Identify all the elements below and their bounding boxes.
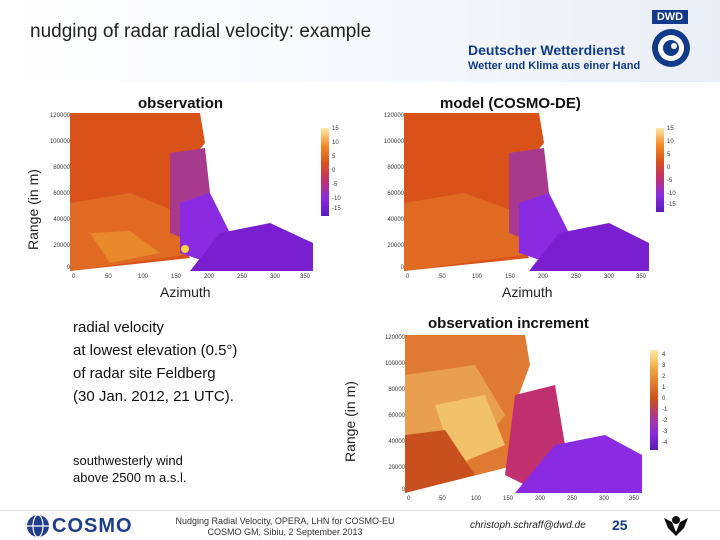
increment-colorbar (650, 350, 658, 450)
page-number: 25 (612, 517, 628, 533)
observation-colorbar-ticks: 15 10 5 0 -5 -10 -15 (332, 126, 341, 212)
cosmo-globe-icon (27, 514, 49, 538)
footer-citation: Nudging Radial Velocity, OPERA, LHN for … (175, 516, 395, 537)
increment-y-ticks: 120000 100000 80000 60000 40000 20000 0 (384, 335, 405, 493)
model-y-ticks: 120000 100000 80000 60000 40000 20000 0 (383, 113, 404, 271)
dwd-logo: DWD Deutscher Wetterdienst Wetter und Kl… (462, 8, 712, 74)
observation-label: observation (138, 95, 224, 112)
y-axis-label-observation: Range (in m) (25, 169, 41, 250)
x-axis-label-observation: Azimuth (160, 284, 211, 300)
model-x-ticks: 0 50 100 150 200 250 300 350 (406, 274, 647, 280)
footer-email[interactable]: christoph.schraff@dwd.de (470, 520, 586, 531)
y-axis-label-increment: Range (in m) (342, 381, 358, 462)
brand-tagline: Wetter und Klima aus einer Hand (468, 60, 641, 72)
increment-plot (405, 335, 642, 493)
description-block: radial velocity at lowest elevation (0.5… (73, 316, 343, 408)
cosmo-logo: COSMO (26, 514, 132, 538)
model-colorbar-ticks: 15 10 5 0 -5 -10 -15 (667, 126, 676, 208)
footer-divider (0, 510, 720, 511)
description-line-4: (30 Jan. 2012, 21 UTC). (73, 388, 234, 405)
model-colorbar (656, 128, 664, 212)
increment-colorbar-ticks: 4 3 2 1 0 -1 -2 -3 -4 (662, 352, 668, 446)
description-line-2: at lowest elevation (0.5°) (73, 342, 238, 359)
slide-header (0, 0, 720, 82)
increment-x-ticks: 0 50 100 150 200 250 300 350 (407, 496, 640, 502)
dwd-badge: DWD (652, 10, 688, 24)
slide-title: nudging of radar radial velocity: exampl… (30, 21, 372, 42)
brand-name: Deutscher Wetterdienst (468, 42, 625, 58)
model-label: model (COSMO-DE) (440, 95, 581, 112)
dwd-swirl-icon (652, 29, 690, 67)
eagle-emblem-icon (664, 516, 688, 536)
observation-x-ticks: 0 50 100 150 200 250 300 350 (72, 274, 311, 280)
observation-y-ticks: 120000 100000 80000 60000 40000 20000 0 (49, 113, 70, 271)
increment-label: observation increment (428, 315, 589, 332)
model-plot (404, 113, 649, 271)
wind-note: southwesterly wind above 2500 m a.s.l. (73, 453, 187, 485)
observation-colorbar (321, 128, 329, 216)
description-line-1: radial velocity (73, 319, 164, 336)
description-line-3: of radar site Feldberg (73, 365, 216, 382)
x-axis-label-model: Azimuth (502, 284, 553, 300)
observation-plot (70, 113, 313, 271)
